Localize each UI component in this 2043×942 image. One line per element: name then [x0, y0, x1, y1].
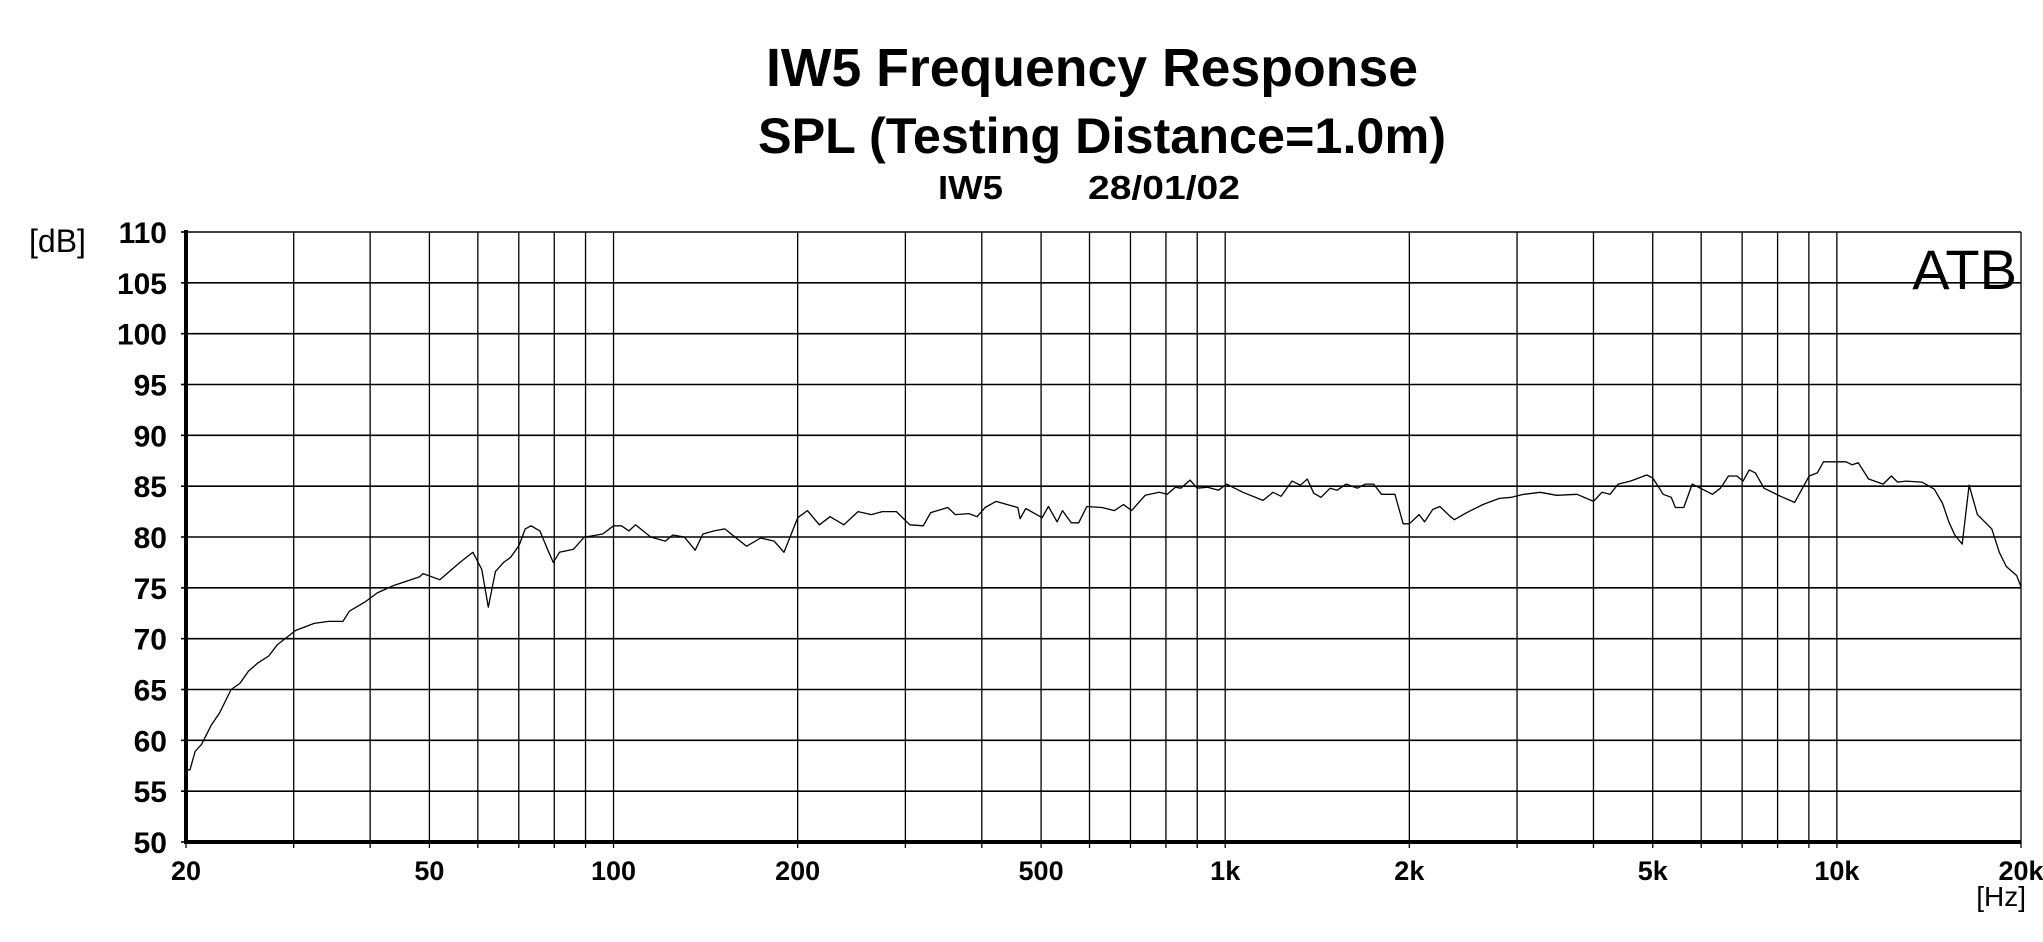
watermark-atb: ATB	[1912, 238, 2017, 301]
y-tick-label: 60	[134, 725, 167, 758]
x-tick-label: 500	[1019, 856, 1064, 886]
x-axis-label: [Hz]	[1976, 881, 2026, 912]
x-tick-label: 1k	[1210, 856, 1241, 886]
chart-title: IW5 Frequency Response	[766, 38, 1418, 98]
y-tick-label: 95	[134, 370, 167, 403]
x-tick-label: 100	[591, 856, 636, 886]
y-tick-label: 90	[134, 420, 167, 453]
x-tick-label: 200	[775, 856, 820, 886]
y-tick-label: 65	[134, 675, 167, 708]
axes	[184, 230, 2021, 844]
y-tick-label: 100	[117, 319, 167, 352]
x-tick-label: 10k	[1814, 856, 1860, 886]
y-tick-label: 55	[134, 776, 167, 809]
x-tick-label: 5k	[1638, 856, 1669, 886]
series-line-spl	[186, 461, 2022, 771]
y-tick-label: 110	[119, 217, 167, 250]
info-model: IW5	[938, 169, 1003, 206]
series-group	[186, 461, 2022, 771]
y-tick-label: 105	[117, 268, 167, 301]
x-tick-label: 20k	[1998, 856, 2043, 886]
y-tick-labels: 50 55 60 65 70 75 80 85 90 95 100 105 110	[117, 217, 167, 860]
grid	[181, 231, 2022, 848]
y-tick-label: 70	[134, 624, 167, 657]
y-axis-label: [dB]	[29, 223, 86, 259]
y-tick-label: 80	[134, 522, 167, 555]
x-tick-label: 2k	[1394, 856, 1425, 886]
y-tick-label: 85	[134, 471, 167, 504]
x-tick-labels: 20 50 100 200 500 1k 2k 5k 10k 20k	[171, 856, 2043, 886]
chart-subtitle: SPL (Testing Distance=1.0m)	[758, 108, 1446, 164]
info-date: 28/01/02	[1088, 169, 1240, 206]
y-tick-label: 75	[134, 573, 167, 606]
y-tick-label: 50	[134, 827, 167, 860]
x-tick-label: 50	[414, 856, 444, 886]
x-tick-label: 20	[171, 856, 201, 886]
